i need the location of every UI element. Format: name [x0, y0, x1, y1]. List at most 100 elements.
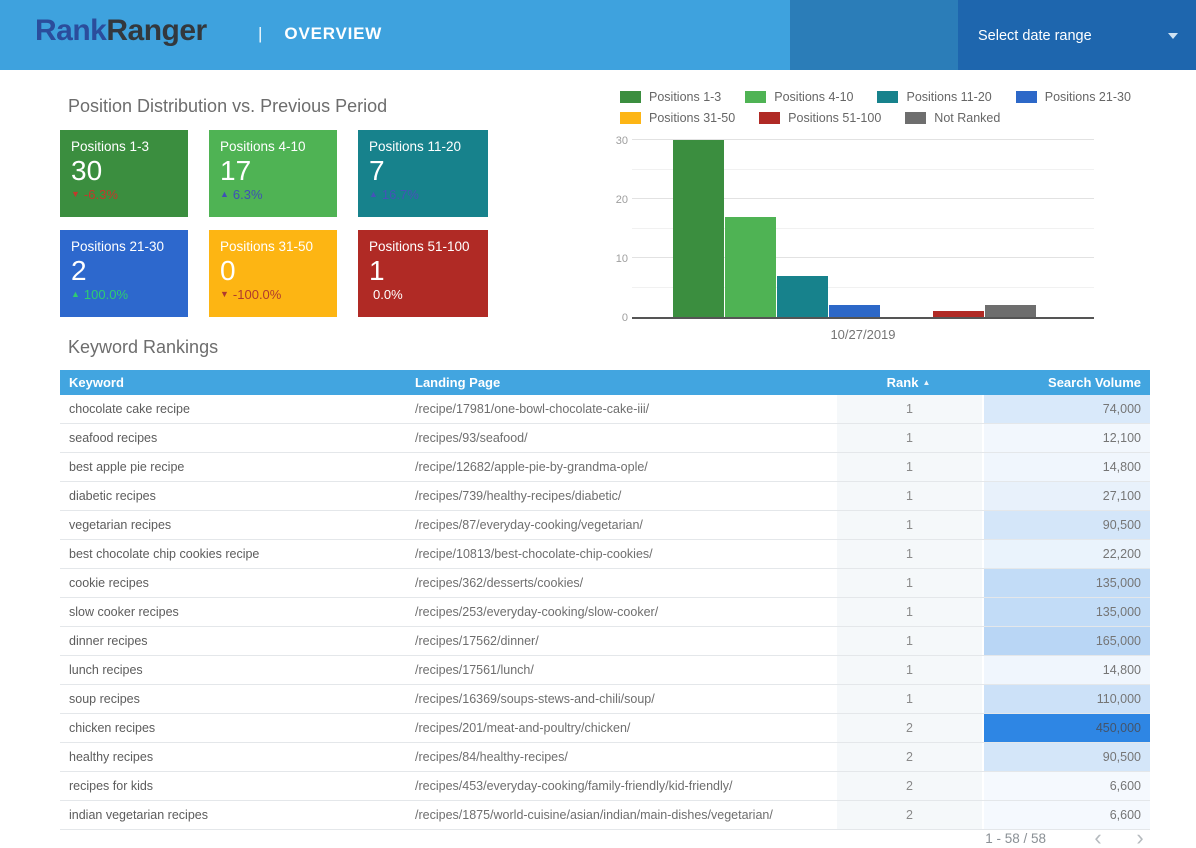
table-row[interactable]: best chocolate chip cookies recipe /reci…	[60, 540, 1150, 569]
table-row[interactable]: indian vegetarian recipes /recipes/1875/…	[60, 801, 1150, 830]
position-card-label: Positions 31-50	[220, 239, 314, 254]
legend-item[interactable]: Positions 21-30	[1015, 90, 1131, 104]
keyword-rankings-table: Keyword Landing Page Rank ▲ Search Volum…	[60, 370, 1150, 830]
position-distribution-chart: Positions 1-3 Positions 4-10 Positions 1…	[616, 90, 1196, 346]
table-row[interactable]: recipes for kids /recipes/453/everyday-c…	[60, 772, 1150, 801]
search-volume-cell: 450,000	[982, 714, 1150, 742]
legend-label: Positions 11-20	[906, 90, 992, 104]
table-body: chocolate cake recipe /recipe/17981/one-…	[60, 395, 1150, 830]
pagination: 1 - 58 / 58 ‹ ›	[60, 825, 1150, 848]
date-range-label: Select date range	[978, 28, 1092, 44]
table-row[interactable]: dinner recipes /recipes/17562/dinner/ 1 …	[60, 627, 1150, 656]
search-volume-cell: 6,600	[982, 772, 1150, 800]
legend-item[interactable]: Positions 51-100	[759, 111, 881, 125]
position-card: Positions 31-50 0 ▼ -100.0%	[209, 230, 337, 317]
search-volume-cell: 12,100	[982, 424, 1150, 452]
column-header-keyword[interactable]: Keyword	[69, 375, 124, 390]
legend-item[interactable]: Positions 4-10	[745, 90, 853, 104]
chevron-left-icon[interactable]: ‹	[1094, 825, 1102, 848]
table-row[interactable]: seafood recipes /recipes/93/seafood/ 1 1…	[60, 424, 1150, 453]
chart-x-axis-label: 10/27/2019	[830, 327, 896, 342]
chart-legend: Positions 1-3 Positions 4-10 Positions 1…	[620, 90, 1196, 125]
rankranger-logo[interactable]: RankRanger	[35, 14, 207, 48]
date-range-selector[interactable]: Select date range	[958, 0, 1196, 70]
position-card-value: 0	[220, 255, 236, 286]
table-row[interactable]: cookie recipes /recipes/362/desserts/coo…	[60, 569, 1150, 598]
search-volume-cell: 22,200	[982, 540, 1150, 568]
position-card-value: 30	[71, 155, 103, 186]
position-card-change: ▲ 16.7%	[369, 187, 478, 202]
landing-page-cell: /recipe/17981/one-bowl-chocolate-cake-ii…	[415, 402, 650, 416]
position-card-label: Positions 11-20	[369, 139, 462, 154]
position-card: Positions 51-100 1 0.0%	[358, 230, 488, 317]
search-volume-cell: 135,000	[982, 598, 1150, 626]
table-row[interactable]: healthy recipes /recipes/84/healthy-reci…	[60, 743, 1150, 772]
logo-part-ranger: Ranger	[106, 14, 207, 47]
column-header-landing-page[interactable]: Landing Page	[415, 375, 501, 390]
legend-swatch-icon	[905, 112, 927, 124]
rank-cell: 1	[835, 395, 982, 423]
table-row[interactable]: chocolate cake recipe /recipe/17981/one-…	[60, 395, 1150, 424]
legend-item[interactable]: Positions 31-50	[620, 111, 735, 125]
landing-page-cell: /recipes/84/healthy-recipes/	[415, 750, 568, 764]
table-row[interactable]: chicken recipes /recipes/201/meat-and-po…	[60, 714, 1150, 743]
column-header-rank[interactable]: Rank ▲	[835, 375, 982, 390]
change-percent: 6.3%	[232, 187, 263, 203]
position-card-value: 2	[71, 255, 87, 286]
position-card-label: Positions 1-3	[71, 139, 150, 154]
position-card-change: ▲ 100.0%	[71, 287, 178, 302]
change-percent: 0.0%	[373, 287, 403, 303]
rank-cell: 1	[835, 598, 982, 626]
landing-page-cell: /recipes/739/healthy-recipes/diabetic/	[415, 489, 622, 503]
chevron-right-icon[interactable]: ›	[1136, 825, 1144, 848]
change-arrow-icon: ▼	[220, 289, 229, 300]
search-volume-cell: 135,000	[982, 569, 1150, 597]
legend-item[interactable]: Positions 11-20	[877, 90, 992, 104]
chart-bar	[829, 305, 880, 317]
change-arrow-icon: ▲	[220, 189, 229, 200]
table-row[interactable]: lunch recipes /recipes/17561/lunch/ 1 14…	[60, 656, 1150, 685]
table-row[interactable]: best apple pie recipe /recipe/12682/appl…	[60, 453, 1150, 482]
keyword-cell: recipes for kids	[69, 779, 154, 793]
legend-item[interactable]: Positions 1-3	[620, 90, 721, 104]
legend-swatch-icon	[877, 91, 899, 103]
legend-swatch-icon	[620, 91, 641, 103]
landing-page-cell: /recipes/201/meat-and-poultry/chicken/	[415, 721, 631, 735]
y-axis-tick-label: 30	[615, 135, 628, 147]
keyword-cell: chocolate cake recipe	[69, 402, 190, 416]
page-title-label: OVERVIEW	[284, 24, 383, 43]
keyword-cell: indian vegetarian recipes	[69, 808, 208, 822]
chart-bar	[933, 311, 984, 317]
legend-item[interactable]: Not Ranked	[905, 111, 1000, 125]
page-title: | OVERVIEW	[258, 24, 382, 44]
legend-label: Positions 4-10	[774, 90, 854, 104]
position-card: Positions 1-3 30 ▼ -6.3%	[60, 130, 188, 217]
landing-page-cell: /recipes/17561/lunch/	[415, 663, 534, 677]
position-card: Positions 11-20 7 ▲ 16.7%	[358, 130, 488, 217]
table-row[interactable]: diabetic recipes /recipes/739/healthy-re…	[60, 482, 1150, 511]
rank-cell: 1	[835, 482, 982, 510]
chart-bar	[777, 275, 828, 317]
change-percent: 100.0%	[83, 287, 129, 303]
change-arrow-icon: ▲	[369, 189, 378, 200]
chart-plot-area: 0 10 20 30	[616, 135, 1094, 324]
table-row[interactable]: vegetarian recipes /recipes/87/everyday-…	[60, 511, 1150, 540]
keyword-cell: vegetarian recipes	[69, 518, 172, 532]
table-row[interactable]: soup recipes /recipes/16369/soups-stews-…	[60, 685, 1150, 714]
legend-swatch-icon	[759, 112, 781, 124]
rank-cell: 2	[835, 743, 982, 771]
title-separator: |	[258, 24, 263, 43]
rank-cell: 2	[835, 772, 982, 800]
rank-cell: 2	[835, 801, 982, 829]
rank-cell: 1	[835, 453, 982, 481]
table-header-row: Keyword Landing Page Rank ▲ Search Volum…	[60, 370, 1150, 395]
landing-page-cell: /recipes/1875/world-cuisine/asian/indian…	[415, 808, 773, 822]
rank-cell: 1	[835, 511, 982, 539]
position-card-value: 1	[369, 255, 385, 286]
keyword-cell: diabetic recipes	[69, 489, 156, 503]
column-header-search-volume[interactable]: Search Volume	[1048, 375, 1141, 390]
position-card-value: 7	[369, 155, 385, 186]
table-row[interactable]: slow cooker recipes /recipes/253/everyda…	[60, 598, 1150, 627]
search-volume-cell: 14,800	[982, 453, 1150, 481]
